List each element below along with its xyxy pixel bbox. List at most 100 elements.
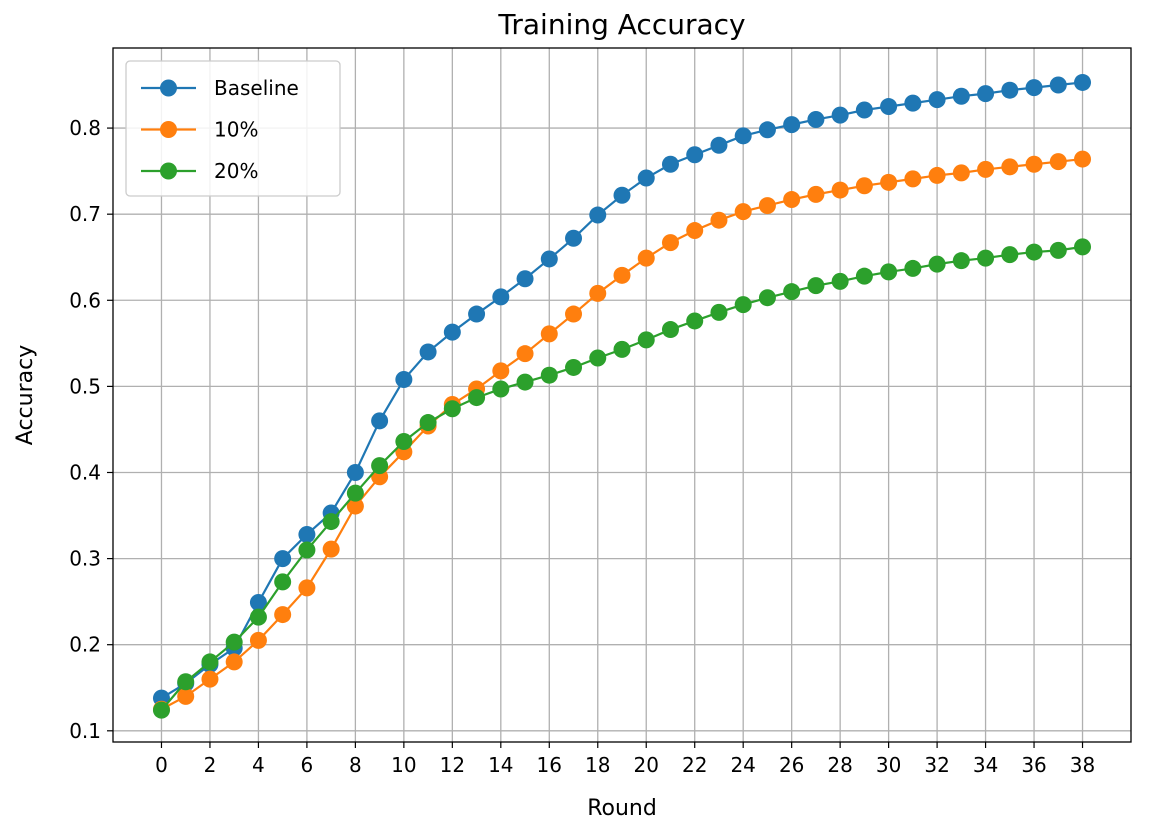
data-point: [346, 497, 364, 515]
x-tick-label: 28: [827, 753, 852, 777]
data-point: [928, 166, 946, 184]
x-tick-label: 12: [440, 753, 465, 777]
data-point: [904, 94, 922, 112]
legend-marker: [160, 79, 177, 97]
data-point: [1025, 79, 1043, 97]
x-tick-label: 10: [391, 753, 416, 777]
y-tick-label: 0.2: [69, 633, 101, 657]
data-point: [710, 211, 728, 229]
data-point: [298, 541, 316, 559]
data-point: [201, 670, 219, 688]
data-point: [371, 412, 389, 430]
data-point: [710, 136, 728, 154]
x-tick-label: 14: [488, 753, 513, 777]
data-point: [831, 181, 849, 199]
data-point: [1074, 150, 1092, 168]
series-baseline: [152, 73, 1092, 707]
data-point: [540, 366, 558, 384]
data-point: [1001, 158, 1019, 176]
data-point: [928, 255, 946, 273]
data-point: [177, 687, 195, 705]
data-point: [565, 358, 583, 376]
data-point: [492, 362, 510, 380]
data-point: [758, 197, 776, 215]
data-point: [201, 653, 219, 671]
data-point: [661, 155, 679, 173]
data-point: [637, 249, 655, 267]
data-point: [1049, 241, 1067, 259]
data-point: [249, 594, 267, 612]
data-point: [977, 85, 995, 103]
x-tick-label: 20: [634, 753, 659, 777]
data-point: [516, 270, 534, 288]
x-tick-label: 24: [730, 753, 755, 777]
data-point: [1001, 81, 1019, 99]
x-tick-label: 8: [349, 753, 362, 777]
data-point: [492, 380, 510, 398]
data-point: [637, 331, 655, 349]
grid: [113, 48, 1131, 742]
legend: Baseline 10% 20%: [125, 60, 341, 197]
x-tick-label: 30: [876, 753, 901, 777]
legend-box: [125, 60, 341, 197]
data-point: [855, 101, 873, 119]
data-point: [177, 673, 195, 691]
data-point: [977, 249, 995, 267]
x-tick-label: 4: [252, 753, 265, 777]
y-tick-label: 0.6: [69, 288, 101, 312]
data-point: [443, 323, 461, 341]
data-point: [395, 432, 413, 450]
data-point: [589, 284, 607, 302]
data-point: [904, 170, 922, 188]
y-tick-label: 0.4: [69, 460, 101, 484]
data-point: [928, 91, 946, 109]
data-point: [880, 263, 898, 281]
data-point: [613, 266, 631, 284]
data-point: [492, 288, 510, 306]
ticks: 0 2 4 6 8 10 12 14 16 18 20 22 24 26 28 30 32 34 36 380.10.…: [69, 116, 1095, 777]
data-point: [468, 305, 486, 323]
data-point: [443, 400, 461, 418]
data-point: [710, 303, 728, 321]
data-point: [516, 373, 534, 391]
data-point: [419, 414, 437, 432]
data-point: [783, 116, 801, 134]
data-point: [1074, 73, 1092, 91]
series-20pct: [152, 238, 1092, 719]
data-point: [783, 191, 801, 209]
data-point: [686, 146, 704, 164]
data-point: [1025, 155, 1043, 173]
data-point: [855, 177, 873, 195]
y-tick-label: 0.3: [69, 547, 101, 571]
data-point: [565, 229, 583, 247]
data-point: [1049, 76, 1067, 94]
data-point: [783, 283, 801, 301]
data-point: [274, 573, 292, 591]
data-point: [346, 463, 364, 481]
series-line: [160, 245, 1083, 711]
data-point: [322, 540, 340, 558]
data-point: [1025, 243, 1043, 261]
x-tick-label: 26: [779, 753, 804, 777]
y-tick-label: 0.1: [69, 719, 101, 743]
data-point: [807, 277, 825, 295]
data-point: [395, 371, 413, 389]
x-tick-label: 18: [585, 753, 610, 777]
data-point: [589, 349, 607, 367]
x-tick-label: 0: [155, 753, 168, 777]
data-point: [540, 250, 558, 268]
data-point: [880, 98, 898, 116]
data-point: [371, 457, 389, 475]
legend-label: 10%: [214, 118, 258, 142]
x-tick-label: 32: [924, 753, 949, 777]
series-10pct: [152, 150, 1092, 718]
y-tick-label: 0.7: [69, 202, 101, 226]
data-point: [419, 343, 437, 361]
x-tick-label: 16: [537, 753, 562, 777]
data-point: [1049, 153, 1067, 171]
data-point: [734, 203, 752, 221]
data-point: [734, 296, 752, 314]
x-axis-label: Round: [587, 796, 657, 821]
data-point: [249, 631, 267, 649]
